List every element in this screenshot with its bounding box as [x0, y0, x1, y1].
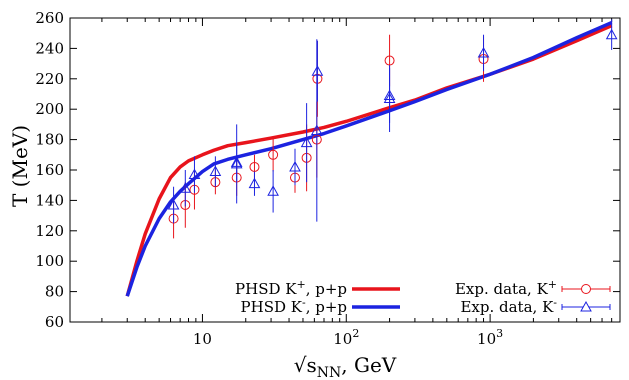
data-point	[209, 156, 222, 187]
y-axis-label: T (MeV)	[8, 125, 32, 207]
legend-label-base: PHSD K	[235, 280, 297, 298]
x-label-suffix: , GeV	[341, 353, 397, 377]
x-tick-base: 10	[193, 330, 212, 348]
triangle-marker	[477, 46, 490, 58]
circle-marker	[249, 161, 260, 172]
triangle-marker	[267, 185, 279, 196]
legend-label-rest: , p+p	[306, 280, 347, 298]
legend-label-0: PHSD K+, p+p	[235, 278, 347, 298]
triangle-marker	[179, 182, 192, 193]
data-point	[230, 144, 243, 181]
legend-label-superscript: +	[548, 278, 557, 291]
series-line-0	[125, 23, 613, 297]
x-tick-exponent: 3	[496, 327, 503, 340]
x-tick-label: 102	[333, 327, 359, 348]
legend-label-2: Exp. data, K+	[455, 278, 557, 298]
data-point	[248, 171, 261, 196]
y-tick-label: 80	[45, 283, 64, 301]
data-point	[179, 170, 192, 207]
y-tick-label: 160	[35, 161, 64, 179]
triangle-marker	[248, 177, 261, 189]
y-tick-label: 240	[35, 39, 64, 57]
legend-label-rest: , p+p	[306, 298, 347, 316]
data-point	[167, 186, 180, 224]
data-point	[383, 68, 396, 123]
legend-label-base: PHSD K	[241, 298, 303, 316]
legend-label-superscript: -	[302, 296, 306, 309]
triangle-marker	[230, 156, 243, 167]
legend-label-base: Exp. data, K	[460, 298, 554, 316]
x-tick-base: 10	[333, 330, 352, 348]
x-label-subscript: NN	[317, 365, 342, 380]
series-line-1	[125, 20, 613, 297]
plot-border	[69, 17, 621, 323]
legend-label-superscript: +	[296, 278, 305, 291]
series-points	[167, 19, 618, 239]
y-tick-label: 220	[35, 70, 64, 88]
legend-label-base: Exp. data, K	[455, 280, 549, 298]
legend-label-1: PHSD K-, p+p	[241, 296, 347, 316]
x-tick-base: 10	[477, 330, 496, 348]
y-tick-label: 200	[35, 100, 64, 118]
data-point	[300, 103, 313, 183]
plot-frame	[69, 17, 621, 323]
triangle-marker	[167, 198, 180, 210]
axis-ticks	[70, 17, 621, 323]
y-tick-label: 180	[35, 131, 64, 149]
y-tick-label: 100	[35, 252, 64, 270]
y-tick-label: 140	[35, 191, 64, 209]
legend-label-3: Exp. data, K-	[460, 296, 557, 316]
triangle-marker	[188, 168, 201, 180]
x-label-prefix: √s	[294, 353, 317, 377]
x-tick-exponent: 2	[352, 327, 359, 340]
triangle-marker	[383, 89, 396, 101]
triangle-marker	[311, 65, 324, 76]
triangle-marker	[289, 160, 301, 172]
y-tick-label: 120	[35, 222, 64, 240]
series-lines	[125, 20, 613, 297]
triangle-marker	[300, 136, 313, 148]
x-tick-label: 10	[193, 330, 212, 348]
data-point	[188, 156, 201, 193]
data-point	[310, 39, 323, 222]
data-point	[477, 34, 490, 72]
data-point	[311, 40, 324, 102]
y-tick-label: 60	[45, 313, 64, 331]
triangle-marker	[605, 28, 618, 40]
data-point	[289, 148, 301, 186]
x-axis-label: √sNN, GeV	[294, 353, 397, 380]
triangle-marker	[310, 124, 323, 135]
data-point	[268, 138, 279, 172]
data-point	[267, 170, 279, 213]
legend-label-superscript: -	[553, 296, 557, 309]
triangle-marker	[209, 165, 222, 177]
data-point	[605, 19, 618, 50]
circle-marker	[384, 55, 395, 66]
legend-circle-marker	[581, 284, 591, 294]
x-tick-label: 103	[477, 327, 503, 348]
circle-marker	[268, 149, 279, 160]
y-tick-label: 260	[35, 9, 64, 27]
legend-triangle-marker	[580, 300, 592, 312]
